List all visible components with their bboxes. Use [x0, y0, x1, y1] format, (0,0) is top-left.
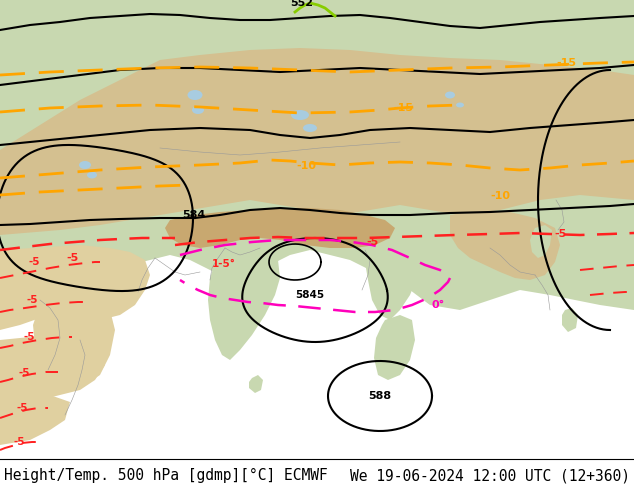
Ellipse shape	[192, 106, 204, 114]
Ellipse shape	[291, 110, 309, 120]
Polygon shape	[0, 245, 150, 330]
Polygon shape	[208, 245, 280, 360]
Polygon shape	[0, 335, 105, 408]
Ellipse shape	[456, 102, 464, 107]
Text: -5: -5	[366, 237, 378, 247]
Ellipse shape	[87, 172, 97, 178]
Polygon shape	[365, 245, 420, 320]
Text: 1-5°: 1-5°	[212, 259, 236, 269]
Polygon shape	[33, 295, 115, 388]
Polygon shape	[0, 0, 634, 310]
Polygon shape	[0, 395, 70, 445]
Text: -15: -15	[393, 103, 413, 113]
Polygon shape	[0, 48, 634, 235]
Polygon shape	[374, 315, 415, 380]
Text: -10: -10	[490, 191, 510, 201]
Text: 5845: 5845	[295, 290, 325, 300]
Text: -10: -10	[296, 161, 316, 171]
Text: 552: 552	[290, 0, 313, 8]
Polygon shape	[450, 210, 560, 280]
Ellipse shape	[79, 161, 91, 169]
Text: -5: -5	[23, 332, 35, 342]
Text: -5: -5	[29, 257, 40, 267]
Polygon shape	[165, 208, 395, 248]
Ellipse shape	[303, 124, 317, 132]
Text: 0°: 0°	[432, 300, 445, 310]
Text: -15: -15	[556, 58, 576, 68]
Polygon shape	[562, 308, 578, 332]
Text: We 19-06-2024 12:00 UTC (12+360): We 19-06-2024 12:00 UTC (12+360)	[350, 468, 630, 483]
Text: 588: 588	[368, 391, 392, 401]
Text: -5: -5	[16, 403, 28, 413]
Polygon shape	[550, 198, 586, 232]
Text: Height/Temp. 500 hPa [gdmp][°C] ECMWF: Height/Temp. 500 hPa [gdmp][°C] ECMWF	[4, 468, 328, 483]
Polygon shape	[249, 375, 263, 393]
Text: -5: -5	[66, 253, 78, 263]
Text: -5: -5	[18, 368, 30, 378]
Text: 584: 584	[182, 210, 205, 220]
Text: -5: -5	[13, 437, 25, 447]
Ellipse shape	[188, 90, 202, 100]
Polygon shape	[530, 225, 552, 258]
Text: -5: -5	[27, 295, 38, 305]
Ellipse shape	[445, 92, 455, 98]
Text: -5: -5	[554, 229, 566, 239]
